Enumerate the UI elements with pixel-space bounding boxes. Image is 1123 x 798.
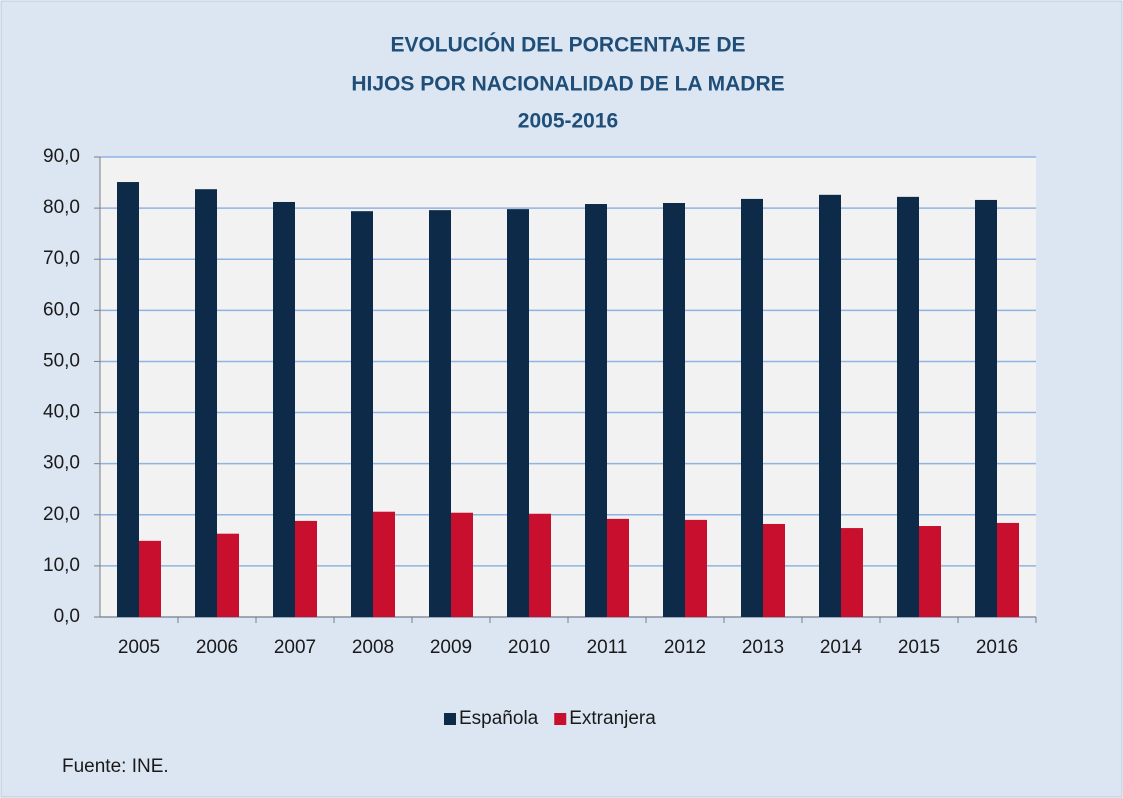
bar bbox=[975, 199, 997, 617]
x-tick-label: 2009 bbox=[430, 637, 472, 658]
x-tick-label: 2007 bbox=[274, 637, 316, 658]
bar bbox=[607, 518, 629, 617]
bar bbox=[429, 210, 451, 617]
bar bbox=[351, 211, 373, 617]
bar bbox=[841, 528, 863, 617]
x-tick-label: 2008 bbox=[352, 637, 394, 658]
plot-area bbox=[100, 157, 1036, 617]
bar bbox=[685, 519, 707, 617]
bar bbox=[919, 526, 941, 617]
x-tick-label: 2012 bbox=[664, 637, 706, 658]
bar bbox=[139, 540, 161, 617]
y-tick-label: 30,0 bbox=[43, 453, 80, 474]
bar bbox=[195, 189, 217, 617]
y-tick-label: 40,0 bbox=[43, 402, 80, 423]
bar bbox=[663, 203, 685, 617]
legend-swatch bbox=[554, 713, 567, 725]
x-tick-label: 2006 bbox=[196, 637, 238, 658]
y-tick-label: 60,0 bbox=[43, 299, 80, 320]
x-tick-label: 2013 bbox=[742, 637, 784, 658]
source-note: Fuente: INE. bbox=[62, 756, 169, 777]
bar bbox=[117, 182, 139, 618]
bar bbox=[373, 511, 395, 617]
legend-swatch bbox=[444, 713, 456, 725]
bar bbox=[295, 520, 317, 617]
legend-label: Extranjera bbox=[569, 708, 656, 729]
y-tick-label: 70,0 bbox=[43, 248, 80, 269]
bar bbox=[741, 198, 763, 617]
bar bbox=[819, 194, 841, 618]
x-tick-label: 2005 bbox=[118, 637, 160, 658]
bar bbox=[273, 201, 295, 617]
y-tick-label: 90,0 bbox=[43, 146, 80, 167]
y-tick-label: 20,0 bbox=[43, 504, 80, 525]
chart-title: 2005-2016 bbox=[518, 110, 618, 133]
x-tick-label: 2016 bbox=[976, 637, 1018, 658]
bar bbox=[529, 513, 551, 617]
bar bbox=[451, 512, 473, 617]
y-tick-label: 10,0 bbox=[43, 555, 80, 576]
bar bbox=[507, 209, 529, 617]
x-tick-label: 2011 bbox=[587, 637, 628, 658]
legend-label: Española bbox=[459, 708, 539, 729]
x-tick-label: 2010 bbox=[508, 637, 550, 658]
bar bbox=[997, 522, 1019, 617]
bar bbox=[897, 196, 919, 617]
bar bbox=[217, 533, 239, 617]
x-tick-label: 2014 bbox=[820, 637, 863, 658]
y-tick-label: 50,0 bbox=[43, 350, 80, 371]
y-tick-label: 0,0 bbox=[54, 606, 80, 627]
chart-title: EVOLUCIÓN DEL PORCENTAJE DE bbox=[390, 33, 745, 57]
bar bbox=[585, 204, 607, 617]
x-tick-label: 2015 bbox=[898, 637, 940, 658]
y-tick-label: 80,0 bbox=[43, 197, 80, 218]
chart-title: HIJOS POR NACIONALIDAD DE LA MADRE bbox=[351, 73, 784, 96]
bar bbox=[763, 523, 785, 617]
